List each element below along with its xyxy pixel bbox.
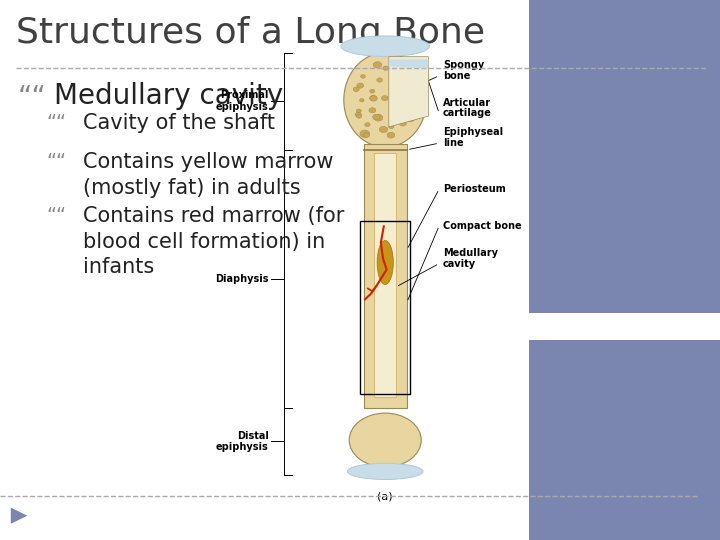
Text: ““: ““ bbox=[47, 206, 67, 225]
Circle shape bbox=[369, 89, 375, 93]
Text: bone: bone bbox=[443, 71, 470, 80]
Text: Epiphyseal: Epiphyseal bbox=[443, 127, 503, 137]
Circle shape bbox=[394, 79, 402, 85]
Text: Structures of a Long Bone: Structures of a Long Bone bbox=[16, 16, 485, 50]
Circle shape bbox=[356, 114, 361, 118]
Text: Medullary: Medullary bbox=[443, 248, 498, 258]
Circle shape bbox=[407, 116, 415, 122]
Circle shape bbox=[382, 96, 388, 100]
Circle shape bbox=[373, 62, 382, 68]
Ellipse shape bbox=[344, 53, 426, 147]
Circle shape bbox=[361, 75, 365, 78]
Circle shape bbox=[399, 120, 407, 126]
Ellipse shape bbox=[341, 36, 429, 56]
Ellipse shape bbox=[377, 240, 393, 285]
Circle shape bbox=[383, 66, 389, 70]
Circle shape bbox=[397, 62, 407, 69]
Circle shape bbox=[369, 107, 376, 113]
Text: line: line bbox=[443, 138, 464, 148]
Text: cavity: cavity bbox=[443, 259, 476, 268]
Circle shape bbox=[387, 132, 395, 138]
Bar bbox=[360, 221, 410, 394]
Text: Medullary cavity: Medullary cavity bbox=[54, 82, 283, 110]
Polygon shape bbox=[389, 57, 428, 127]
Circle shape bbox=[357, 83, 364, 88]
Circle shape bbox=[360, 130, 369, 137]
Text: ““: ““ bbox=[47, 113, 67, 132]
Text: ““: ““ bbox=[18, 84, 47, 112]
Bar bbox=[529, 0, 720, 313]
Circle shape bbox=[370, 96, 377, 101]
Bar bbox=[364, 145, 407, 408]
Text: Proximal: Proximal bbox=[220, 90, 269, 100]
Circle shape bbox=[353, 87, 359, 92]
Circle shape bbox=[355, 112, 361, 117]
Circle shape bbox=[413, 77, 418, 81]
Polygon shape bbox=[11, 508, 27, 524]
Text: epiphysis: epiphysis bbox=[216, 442, 269, 453]
Circle shape bbox=[369, 96, 377, 100]
Circle shape bbox=[365, 123, 370, 127]
Circle shape bbox=[373, 114, 380, 120]
Text: Articular: Articular bbox=[443, 98, 491, 107]
Circle shape bbox=[408, 73, 415, 79]
Bar bbox=[529, 340, 720, 540]
Polygon shape bbox=[389, 59, 428, 69]
Circle shape bbox=[359, 99, 364, 102]
Circle shape bbox=[379, 126, 387, 133]
Bar bbox=[374, 153, 396, 397]
Circle shape bbox=[389, 125, 394, 129]
Text: Periosteum: Periosteum bbox=[443, 184, 505, 194]
Text: Figure 5.2a: Figure 5.2a bbox=[627, 516, 704, 530]
Text: Compact bone: Compact bone bbox=[443, 221, 521, 231]
Circle shape bbox=[356, 109, 361, 113]
Ellipse shape bbox=[348, 463, 423, 480]
Text: (a): (a) bbox=[377, 491, 393, 502]
Text: Distal: Distal bbox=[237, 430, 269, 441]
Text: Diaphysis: Diaphysis bbox=[215, 274, 269, 284]
Circle shape bbox=[364, 133, 369, 138]
Circle shape bbox=[390, 82, 394, 85]
Text: epiphysis: epiphysis bbox=[216, 102, 269, 112]
Circle shape bbox=[395, 86, 404, 93]
Text: ““: ““ bbox=[47, 152, 67, 171]
Circle shape bbox=[374, 114, 383, 121]
Text: Cavity of the shaft: Cavity of the shaft bbox=[83, 113, 275, 133]
Circle shape bbox=[377, 78, 382, 82]
Ellipse shape bbox=[349, 413, 421, 467]
Circle shape bbox=[389, 65, 394, 69]
Circle shape bbox=[411, 73, 417, 78]
Text: Contains yellow marrow
(mostly fat) in adults: Contains yellow marrow (mostly fat) in a… bbox=[83, 152, 333, 198]
Circle shape bbox=[397, 92, 406, 98]
Text: cartilage: cartilage bbox=[443, 109, 492, 118]
Text: Spongy: Spongy bbox=[443, 60, 484, 70]
Text: Contains red marrow (for
blood cell formation) in
infants: Contains red marrow (for blood cell form… bbox=[83, 206, 344, 278]
Circle shape bbox=[405, 88, 411, 93]
